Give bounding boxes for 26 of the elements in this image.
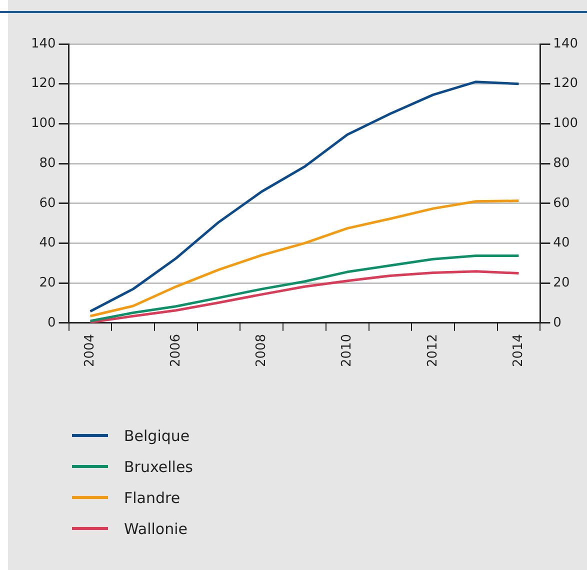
x-tick-label: 2008 (254, 334, 270, 368)
legend-label: Bruxelles (124, 458, 193, 476)
y-tick-label: 120 (30, 76, 56, 92)
y-tick-label: 140 (30, 36, 56, 52)
y2-tick-label: 0 (553, 315, 562, 330)
y2-tick-label: 60 (553, 196, 570, 211)
y2-tick-label: 20 (553, 275, 570, 290)
legend-label: Wallonie (124, 520, 188, 538)
y2-tick-label: 120 (553, 76, 578, 92)
y-tick-label: 0 (48, 315, 56, 330)
y2-tick-label: 80 (553, 156, 570, 171)
legend-label: Belgique (124, 426, 190, 444)
y2-tick-label: 100 (553, 116, 578, 132)
x-tick-label: 2010 (340, 334, 355, 368)
y-tick-label: 80 (39, 156, 56, 171)
x-tick-label: 2014 (511, 334, 526, 368)
x-tick-label: 2012 (425, 334, 440, 368)
y-tick-label: 20 (39, 275, 56, 290)
legend-label: Flandre (124, 488, 180, 506)
y2-tick-label: 40 (553, 236, 570, 251)
y-tick-label: 40 (39, 236, 56, 251)
y2-tick-label: 140 (553, 36, 578, 52)
y-tick-label: 100 (30, 116, 56, 132)
x-tick-label: 2006 (168, 334, 184, 368)
y-tick-label: 60 (39, 196, 56, 211)
x-tick-label: 2004 (82, 334, 98, 368)
